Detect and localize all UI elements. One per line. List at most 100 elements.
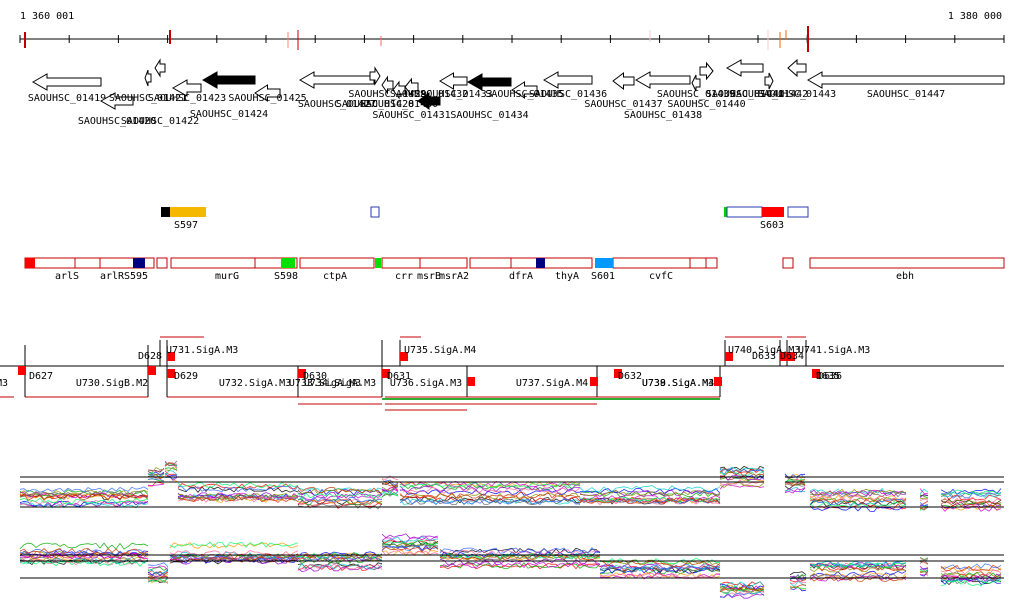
expression-line xyxy=(809,501,907,508)
reg-marker[interactable] xyxy=(467,377,475,386)
reg-marker[interactable] xyxy=(18,366,26,375)
gene-arrow[interactable] xyxy=(634,71,691,89)
expression-line xyxy=(165,463,178,467)
expression-line xyxy=(177,495,299,503)
reg-marker[interactable] xyxy=(298,369,306,378)
expression-line xyxy=(164,473,178,477)
gene-name-box[interactable] xyxy=(612,257,691,269)
gene-name-box[interactable] xyxy=(689,257,707,269)
gene-arrow[interactable] xyxy=(612,71,635,91)
gene-name-box[interactable] xyxy=(510,257,593,269)
expression-line xyxy=(381,550,439,556)
expression-line xyxy=(169,541,299,549)
reg-marker[interactable] xyxy=(725,352,733,361)
expression-line xyxy=(381,491,399,497)
gene-arrow[interactable] xyxy=(699,61,714,81)
expression-line xyxy=(147,466,165,474)
expression-line xyxy=(919,498,929,502)
reg-marker[interactable] xyxy=(787,352,795,361)
gene-name-box[interactable] xyxy=(170,257,256,269)
expression-line xyxy=(789,584,807,589)
gene-arrow[interactable] xyxy=(369,66,381,86)
expression-line xyxy=(297,498,383,505)
gene-arrow[interactable] xyxy=(691,74,701,92)
gene-arrow[interactable] xyxy=(154,58,166,78)
gene-arrow[interactable] xyxy=(404,77,419,97)
expression-line xyxy=(177,496,299,504)
expression-line xyxy=(940,565,1002,572)
reg-marker[interactable] xyxy=(614,369,622,378)
gene-name-box[interactable] xyxy=(99,257,135,269)
gene-arrow[interactable] xyxy=(806,71,1005,89)
gene-arrow[interactable] xyxy=(254,84,281,102)
gene-arrow[interactable] xyxy=(439,72,468,90)
expression-line xyxy=(919,569,929,573)
expression-line xyxy=(789,580,806,584)
expression-line xyxy=(919,505,929,511)
expression-line xyxy=(381,475,399,481)
gene-name-box[interactable] xyxy=(74,257,101,269)
expression-line xyxy=(19,560,149,567)
gene-arrow[interactable] xyxy=(417,92,441,110)
gene-name-label: cvfC xyxy=(649,271,673,282)
gene-arrow[interactable] xyxy=(31,73,102,91)
expression-line xyxy=(940,564,1002,572)
gene-arrow[interactable] xyxy=(171,79,202,97)
reg-marker[interactable] xyxy=(590,377,598,386)
gene-arrow[interactable] xyxy=(144,69,152,87)
gene-name-box[interactable] xyxy=(705,257,718,269)
gene-name-box[interactable] xyxy=(299,257,375,269)
gene-name-box[interactable] xyxy=(419,257,468,269)
expression-line xyxy=(399,492,581,500)
expression-line xyxy=(399,485,580,493)
start-coordinate: 1 360 001 xyxy=(20,11,75,22)
gene-arrow[interactable] xyxy=(787,58,807,78)
expression-line xyxy=(940,500,1002,507)
expression-line xyxy=(809,498,907,506)
gene-arrow[interactable] xyxy=(542,71,593,89)
s-segment-cap xyxy=(724,207,727,217)
gene-arrow[interactable] xyxy=(298,71,375,89)
gene-name-box[interactable] xyxy=(254,257,298,269)
gene-name-box[interactable] xyxy=(381,257,421,269)
gene-arrow[interactable] xyxy=(99,92,134,110)
reg-marker[interactable] xyxy=(812,369,820,378)
expression-line xyxy=(19,486,149,493)
expression-line xyxy=(381,479,399,486)
gene-name-label: msrA2 xyxy=(439,271,469,282)
expression-line xyxy=(147,568,169,575)
gene-arrow[interactable] xyxy=(466,73,512,91)
gene-arrow[interactable] xyxy=(381,75,394,95)
expression-line xyxy=(19,493,149,501)
regulatory-track: M3 D627 U730.SigB.M2 D628 U731.SigA.M3 D629 U7… xyxy=(0,336,1004,411)
gene-arrow[interactable] xyxy=(725,59,764,77)
gene-name-box[interactable] xyxy=(156,257,168,269)
gene-arrow[interactable] xyxy=(392,80,406,100)
expression-line xyxy=(789,574,807,581)
reg-marker[interactable] xyxy=(167,352,175,361)
reg-marker[interactable] xyxy=(382,369,390,378)
gene-arrow[interactable] xyxy=(764,72,774,90)
gene-label: SAOUHSC_01425 xyxy=(228,93,306,104)
gene-label: SAOUHSC_01427 xyxy=(298,99,376,110)
expression-line xyxy=(809,498,907,505)
expression-line xyxy=(19,548,149,555)
gene-name-box[interactable] xyxy=(809,257,1005,269)
gene-arrow[interactable] xyxy=(201,71,256,89)
reg-marker[interactable] xyxy=(148,366,156,375)
expression-line xyxy=(399,489,581,496)
gene-name-box[interactable] xyxy=(469,257,512,269)
expression-track-lower xyxy=(19,533,1002,599)
gene-arrow[interactable] xyxy=(511,81,538,99)
reg-feature-label: U737.SigA.M4 xyxy=(516,378,588,389)
expression-line xyxy=(919,494,929,499)
expression-line xyxy=(147,565,169,571)
reg-marker[interactable] xyxy=(780,352,788,361)
expression-line xyxy=(719,588,765,594)
reg-marker[interactable] xyxy=(400,352,408,361)
gene-name-box[interactable] xyxy=(782,257,794,269)
expression-line xyxy=(784,483,806,487)
reg-marker[interactable] xyxy=(167,369,175,378)
reg-marker[interactable] xyxy=(714,377,722,386)
